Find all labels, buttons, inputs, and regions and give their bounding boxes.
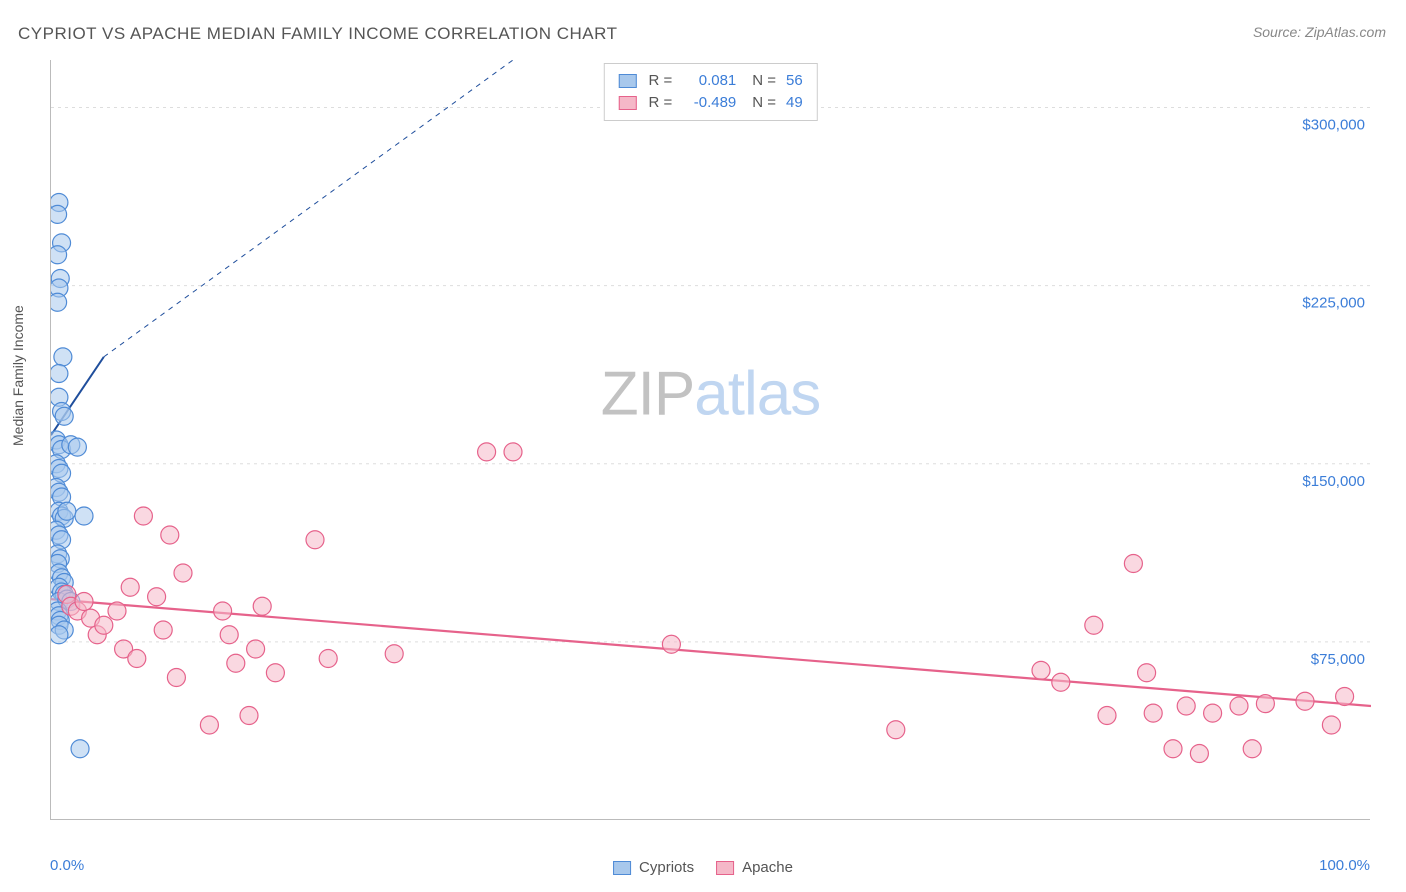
chart-title: CYPRIOT VS APACHE MEDIAN FAMILY INCOME C… <box>18 24 618 44</box>
data-point <box>1296 692 1314 710</box>
data-point <box>154 621 172 639</box>
swatch-apache <box>618 96 636 110</box>
legend-row-apache: R = -0.489 N = 49 <box>618 92 802 114</box>
data-point <box>306 531 324 549</box>
plot-area: $75,000$150,000$225,000$300,000 ZIPatlas… <box>50 60 1370 820</box>
svg-text:$75,000: $75,000 <box>1311 651 1365 668</box>
data-point <box>51 246 67 264</box>
data-point <box>1322 716 1340 734</box>
swatch-apache-icon <box>716 861 734 875</box>
swatch-cypriots <box>618 74 636 88</box>
data-point <box>55 407 73 425</box>
data-point <box>1138 664 1156 682</box>
data-point <box>134 507 152 525</box>
data-point <box>75 593 93 611</box>
data-point <box>54 348 72 366</box>
data-point <box>148 588 166 606</box>
data-point <box>200 716 218 734</box>
data-point <box>887 721 905 739</box>
data-point <box>247 640 265 658</box>
data-point <box>71 740 89 758</box>
x-axis-min-label: 0.0% <box>50 857 84 874</box>
legend-item-apache: Apache <box>716 859 793 876</box>
data-point <box>51 205 67 223</box>
data-point <box>253 597 271 615</box>
data-point <box>68 438 86 456</box>
legend-stats: R = 0.081 N = 56 R = -0.489 N = 49 <box>603 63 817 121</box>
chart-container: CYPRIOT VS APACHE MEDIAN FAMILY INCOME C… <box>0 0 1406 892</box>
legend-bottom: Cypriots Apache <box>613 859 793 876</box>
data-point <box>128 650 146 668</box>
data-point <box>95 616 113 634</box>
data-point <box>227 654 245 672</box>
data-point <box>1085 616 1103 634</box>
data-point <box>1164 740 1182 758</box>
data-point <box>1052 673 1070 691</box>
data-point <box>214 602 232 620</box>
svg-text:$225,000: $225,000 <box>1302 295 1365 312</box>
legend-row-cypriots: R = 0.081 N = 56 <box>618 70 802 92</box>
swatch-cypriots-icon <box>613 861 631 875</box>
svg-text:$300,000: $300,000 <box>1302 117 1365 134</box>
chart-svg: $75,000 $150,000 $225,000 $300,000 <box>51 60 1371 820</box>
data-point <box>1144 704 1162 722</box>
data-point <box>51 365 68 383</box>
y-axis-label: Median Family Income <box>10 305 26 446</box>
data-point <box>220 626 238 644</box>
data-point <box>167 669 185 687</box>
data-point <box>1124 555 1142 573</box>
data-point <box>121 578 139 596</box>
data-point <box>1204 704 1222 722</box>
data-point <box>1190 745 1208 763</box>
data-point <box>174 564 192 582</box>
data-point <box>1098 707 1116 725</box>
data-point <box>1256 695 1274 713</box>
data-point <box>240 707 258 725</box>
data-point <box>58 502 76 520</box>
data-point <box>51 626 68 644</box>
data-point <box>108 602 126 620</box>
data-point <box>1336 688 1354 706</box>
data-point <box>161 526 179 544</box>
data-point <box>504 443 522 461</box>
data-point <box>478 443 496 461</box>
data-point <box>385 645 403 663</box>
data-point <box>662 635 680 653</box>
data-point <box>1243 740 1261 758</box>
data-point <box>51 293 67 311</box>
data-point <box>266 664 284 682</box>
data-point <box>1230 697 1248 715</box>
svg-text:$150,000: $150,000 <box>1302 473 1365 490</box>
source-label: Source: ZipAtlas.com <box>1253 24 1386 40</box>
data-point <box>319 650 337 668</box>
data-point <box>1032 661 1050 679</box>
data-point <box>75 507 93 525</box>
data-point <box>1177 697 1195 715</box>
legend-item-cypriots: Cypriots <box>613 859 694 876</box>
x-axis-max-label: 100.0% <box>1319 857 1370 874</box>
